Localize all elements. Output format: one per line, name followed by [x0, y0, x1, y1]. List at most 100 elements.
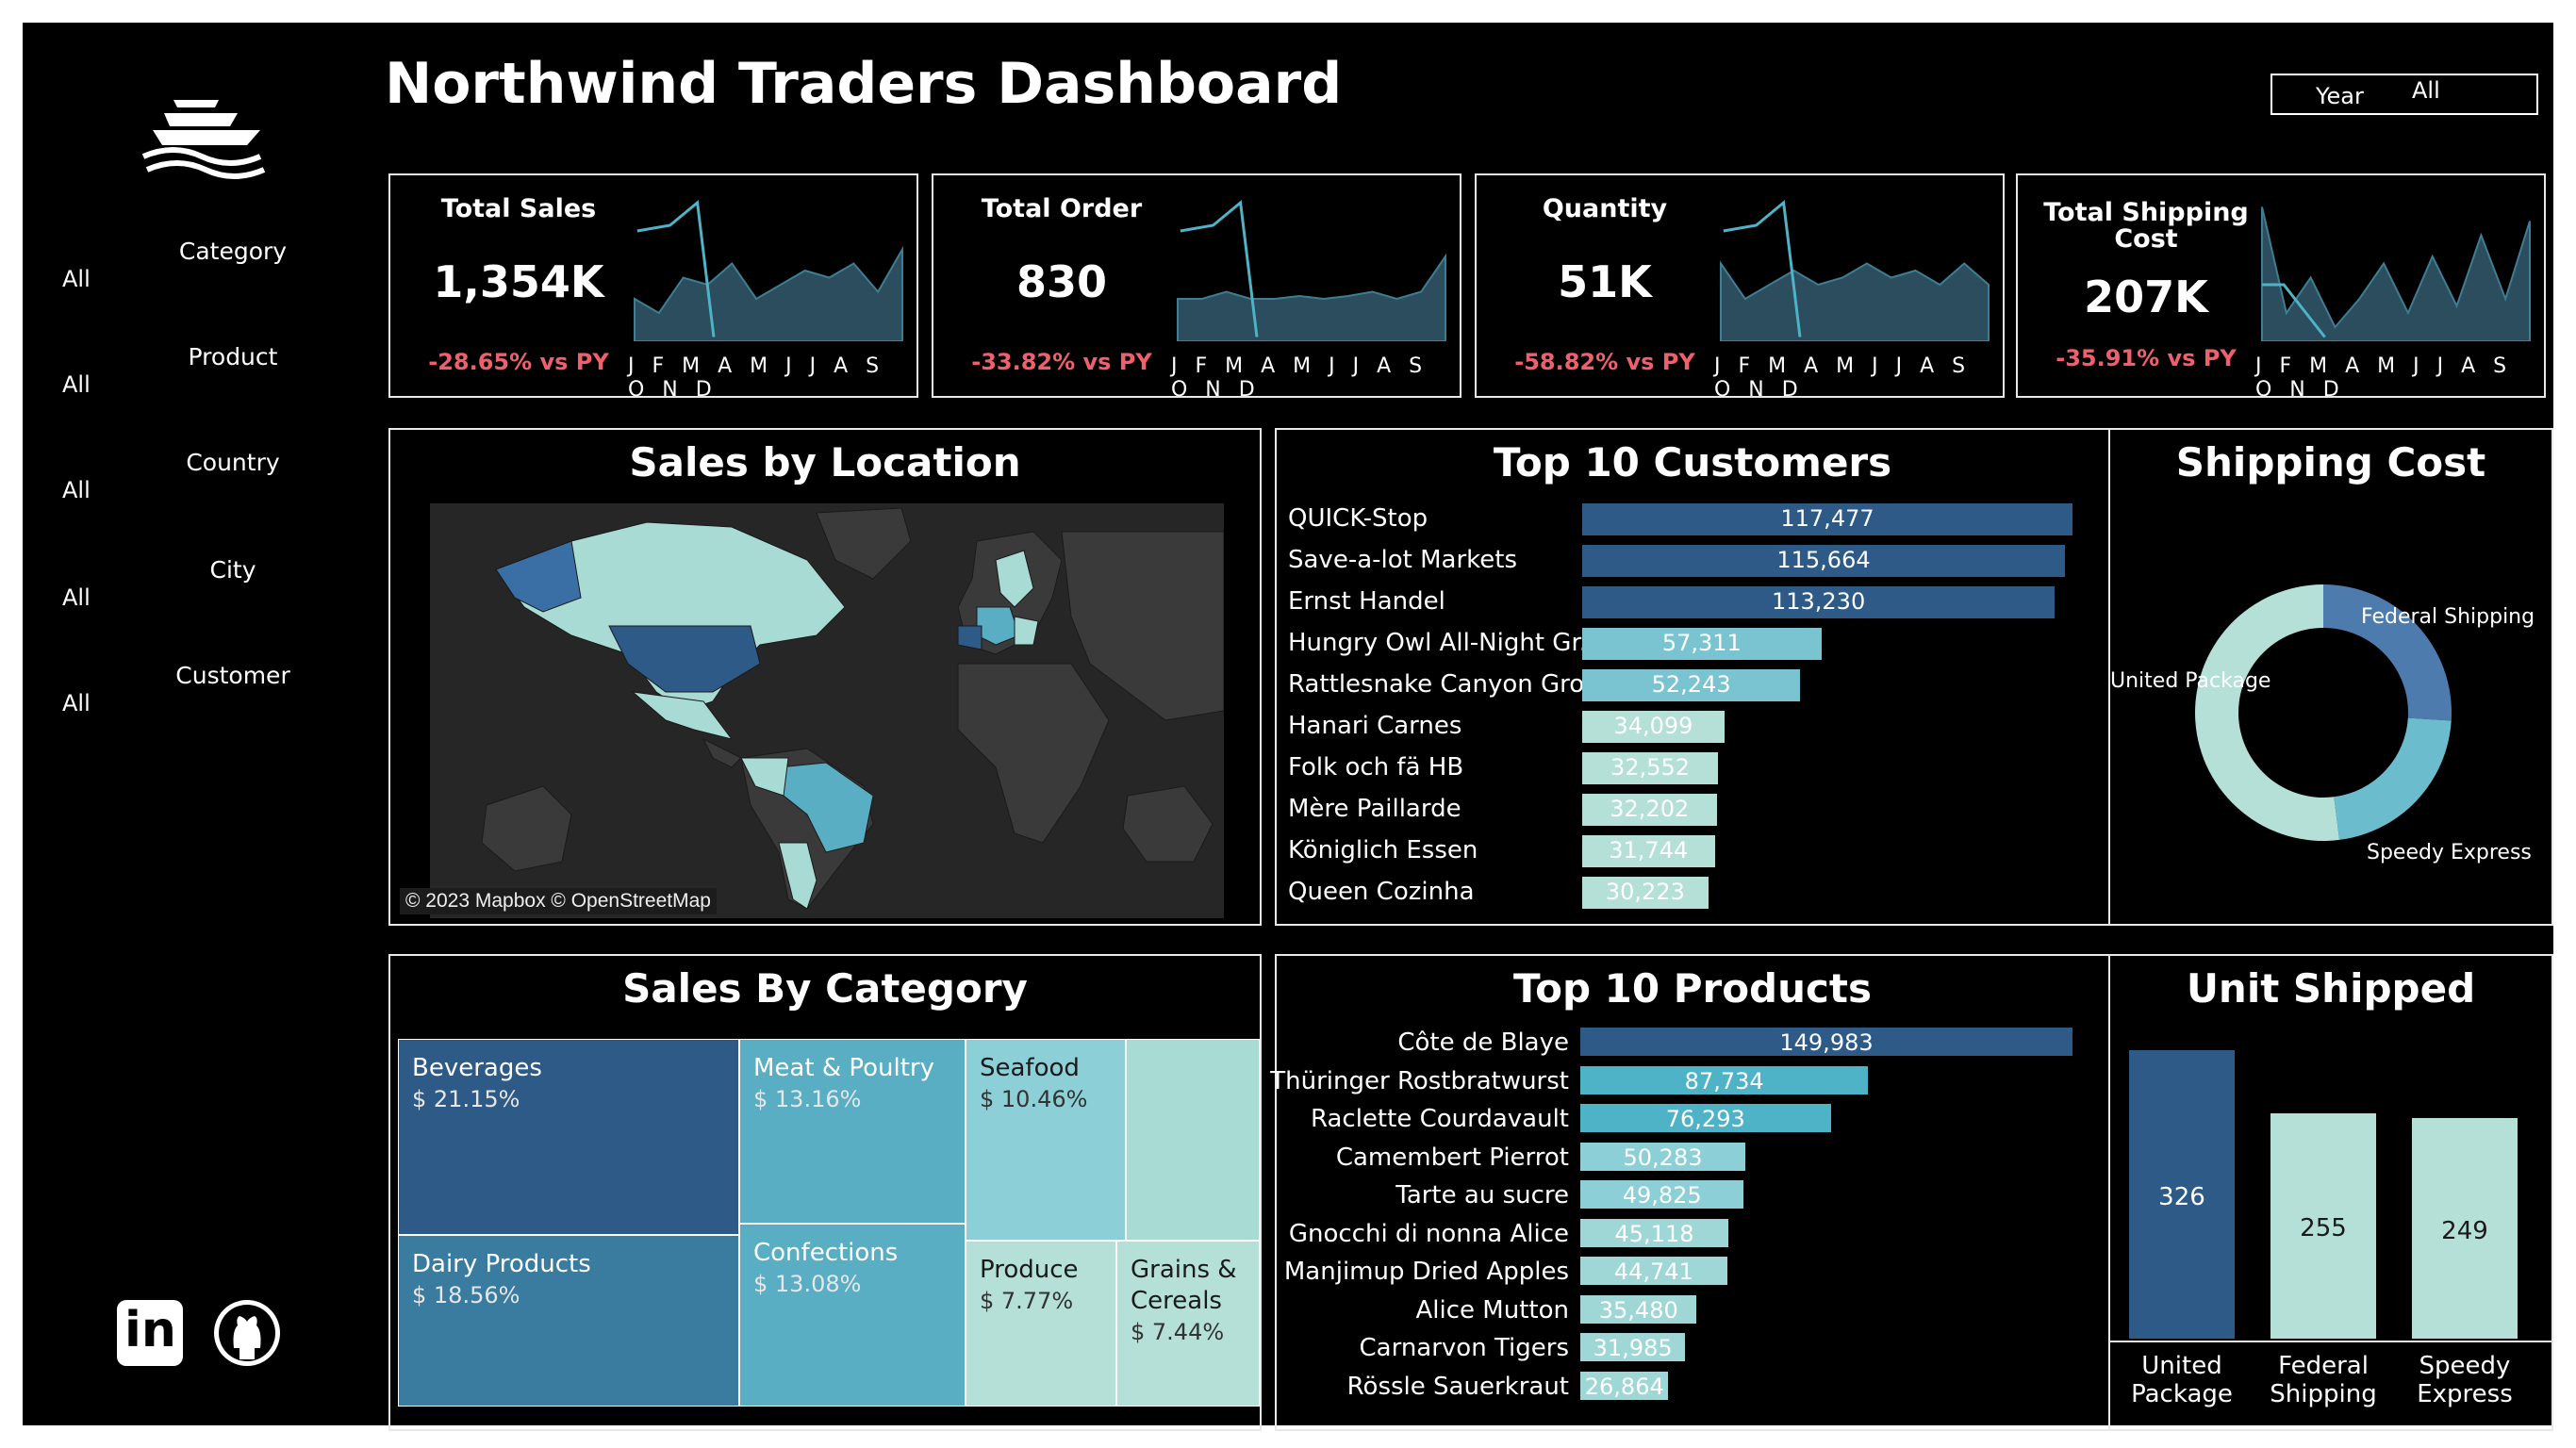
treemap-cell[interactable]: Beverages $ 21.15% [398, 1039, 739, 1235]
linkedin-icon[interactable]: in [117, 1300, 183, 1366]
bar[interactable] [2412, 1118, 2518, 1339]
treemap-cell[interactable]: Confections $ 13.08% [739, 1224, 966, 1407]
bar[interactable] [1580, 1257, 1727, 1285]
bar-label: Thüringer Rostbratwurst [1270, 1066, 1569, 1095]
donut-slice-speedy-express [2334, 717, 2452, 840]
treemap-cell[interactable]: Dairy Products $ 18.56% [398, 1235, 739, 1407]
kpi-card-total-shipping-cost[interactable]: Total Shipping Cost 207K -35.91% vs PY J F … [2016, 173, 2546, 402]
bar[interactable] [1580, 1028, 2072, 1056]
bar[interactable] [1580, 1104, 1831, 1132]
kpi-card-quantity[interactable]: Quantity 51K -58.82% vs PY J F M A M J J A … [1475, 173, 2005, 402]
bar-label: Camembert Pierrot [1335, 1143, 1569, 1172]
bar[interactable] [1580, 1180, 1744, 1209]
bar-value-label: 115,664 [1776, 547, 1871, 573]
bar[interactable] [1580, 1065, 1869, 1094]
treemap-category-name: Confections [753, 1239, 899, 1267]
bar[interactable] [1582, 669, 1801, 701]
bar-value-label: 49,825 [1622, 1182, 1702, 1209]
shipping-cost-donut[interactable] [2110, 430, 2555, 928]
treemap-category-name: Seafood [980, 1054, 1080, 1082]
treemap-category-name: Beverages [412, 1054, 542, 1082]
bar[interactable] [1582, 503, 2072, 535]
kpi-delta: -28.65% vs PY [428, 349, 609, 375]
kpi-month-axis: J F M A M J J A S O N D [1714, 354, 1972, 402]
bar[interactable] [1582, 794, 1717, 826]
sales-by-category-panel: Sales By Category Beverages $ 21.15% Dairy… [388, 954, 1262, 1431]
sparkline-highlight-line [1723, 200, 1802, 337]
bar-value-label: 32,552 [1610, 754, 1691, 781]
donut-slice-united-package [2195, 584, 2340, 841]
panel-title: Sales by Location [629, 439, 1021, 485]
filter-value-category[interactable]: All [62, 266, 91, 292]
bar-label: Gnocchi di nonna Alice [1288, 1219, 1569, 1248]
filter-value-product[interactable]: All [62, 371, 91, 398]
filter-value-customer[interactable]: All [62, 690, 91, 716]
bar[interactable] [2271, 1112, 2376, 1339]
bar-category-label: Speedy Express [2417, 1352, 2513, 1408]
top-products-panel: Top 10 Products Côte de Blaye 149,983 Thür… [1270, 954, 2110, 1431]
donut-label-speedy-express: Speedy Express [2367, 841, 2532, 864]
treemap-category-share: $ 13.08% [753, 1271, 862, 1297]
treemap-category-name: Meat & Poultry [753, 1054, 934, 1082]
treemap-category-share: $ 13.16% [753, 1086, 862, 1112]
bar[interactable] [1582, 711, 1725, 743]
sparkline-highlight-line [636, 200, 716, 337]
kpi-month-axis: J F M A M J J A S O N D [628, 354, 885, 402]
filter-value-city[interactable]: All [62, 584, 91, 611]
filter-label-product: Product [188, 343, 278, 370]
bar-label: Carnarvon Tigers [1359, 1334, 1570, 1362]
sparkline-highlight-line [2262, 283, 2326, 338]
treemap-cell[interactable]: Meat & Poultry $ 13.16% [739, 1039, 966, 1224]
github-icon[interactable] [211, 1297, 283, 1369]
panel-title: Unit Shipped [2186, 965, 2476, 1012]
filter-label-city: City [209, 556, 256, 584]
sparkline-area [1720, 260, 1990, 341]
axis-line [2110, 1341, 2551, 1342]
bar-label: Alice Mutton [1415, 1295, 1569, 1325]
bar-label: Tarte au sucre [1395, 1181, 1569, 1209]
treemap-cell-unlabeled[interactable] [1126, 1039, 1260, 1241]
dashboard-frame: Category All Product All Country All City All Cu… [23, 23, 2553, 1431]
bar-value-label: 87,734 [1684, 1067, 1764, 1094]
kpi-title: Total Sales [440, 194, 597, 223]
world-map[interactable] [430, 503, 1224, 918]
kpi-sparkline [1177, 200, 1446, 341]
treemap-category-share: $ 21.15% [412, 1086, 520, 1112]
ship-logo-icon [141, 100, 266, 179]
year-filter-label: Year [2316, 83, 2364, 109]
bar[interactable] [2129, 1050, 2235, 1339]
bar-value-label: 44,741 [1613, 1259, 1693, 1285]
filter-label-category: Category [178, 238, 288, 265]
bar-value-label: 31,985 [1593, 1335, 1673, 1361]
kpi-card-total-sales[interactable]: Total Sales 1,354K -28.65% vs PY J F M A M … [388, 173, 918, 402]
bar[interactable] [1582, 835, 1715, 867]
sparkline-area [634, 245, 903, 341]
year-filter[interactable]: Year All [2271, 74, 2538, 115]
sparkline-area [1177, 253, 1446, 341]
kpi-card-total-order[interactable]: Total Order 830 -33.82% vs PY J F M A M J J… [932, 173, 1461, 402]
kpi-delta: -35.91% vs PY [2056, 345, 2237, 371]
treemap-category-name: Produce [980, 1256, 1079, 1284]
bar[interactable] [1582, 752, 1719, 784]
bar-category-label: Federal Shipping [2270, 1352, 2377, 1408]
treemap-cell[interactable]: Grains & Cereals $ 7.44% [1116, 1241, 1260, 1407]
panel-title: Top 10 Products [1513, 965, 1872, 1012]
bar[interactable] [1582, 545, 2065, 577]
kpi-month-axis: J F M A M J J A S O N D [1171, 354, 1428, 402]
filter-label-country: Country [186, 449, 280, 476]
treemap-cell[interactable]: Produce $ 7.77% [966, 1241, 1116, 1407]
bar[interactable] [1580, 1371, 1669, 1400]
bar-category-label: United Package [2131, 1352, 2233, 1408]
bar[interactable] [1580, 1142, 1745, 1171]
kpi-sparkline [634, 200, 903, 341]
filter-value-country[interactable]: All [62, 477, 91, 503]
bar[interactable] [1582, 628, 1822, 660]
bar[interactable] [1582, 586, 2056, 618]
bar[interactable] [1580, 1218, 1729, 1247]
treemap-cell[interactable]: Seafood $ 10.46% [966, 1039, 1126, 1241]
shipping-cost-panel: Shipping Cost Federal Shipping United Pa… [2108, 428, 2553, 926]
bar[interactable] [1580, 1333, 1686, 1361]
bar-value-label: 45,118 [1614, 1220, 1694, 1247]
bar[interactable] [1582, 877, 1709, 909]
bar[interactable] [1580, 1294, 1697, 1324]
